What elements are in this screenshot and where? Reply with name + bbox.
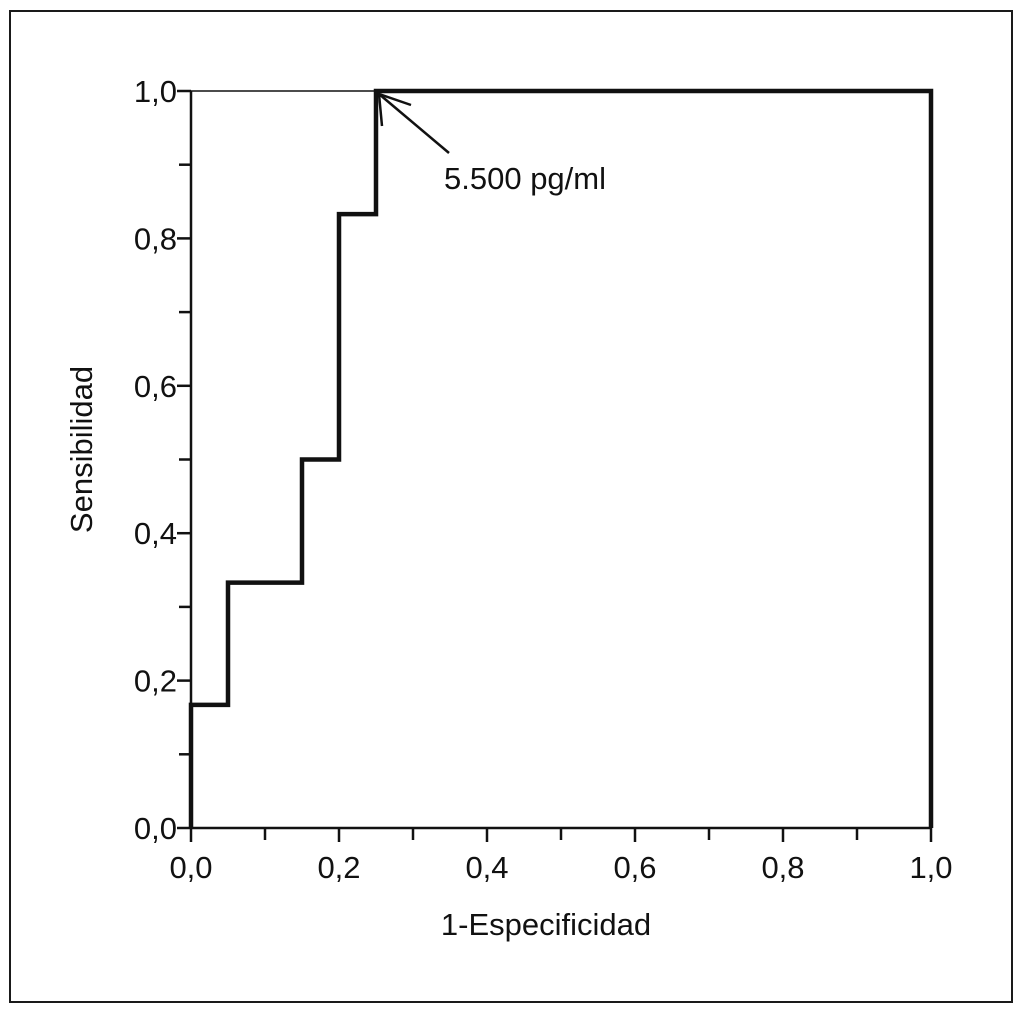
annotation-arrow-shaft [378,93,450,154]
tick-labels: 0,0 0,2 0,4 0,6 0,8 1,0 0,0 0,2 0,4 0,6 0,8 1,0 [134,74,953,885]
x-tick-label: 0,2 [317,850,360,885]
y-tick-label: 1,0 [134,74,177,109]
annotation-arrow-head [377,92,412,127]
axis-ticks [177,89,933,842]
annotation: 5.500 pg/ml [377,92,606,196]
x-tick-label: 0,8 [761,850,804,885]
x-tick-label: 1,0 [909,850,952,885]
y-axis-title: Sensibilidad [64,366,99,533]
y-tick-label: 0,6 [134,369,177,404]
x-tick-label: 0,6 [613,850,656,885]
y-tick-label: 0,0 [134,811,177,846]
x-tick-label: 0,0 [169,850,212,885]
x-tick-label: 0,4 [465,850,508,885]
y-tick-label: 0,4 [134,516,177,551]
x-axis-title: 1-Especificidad [441,907,651,942]
roc-curve [188,88,934,828]
y-tick-label: 0,8 [134,221,177,256]
annotation-label: 5.500 pg/ml [444,161,606,196]
figure-frame [9,10,1013,1003]
y-tick-label: 0,2 [134,664,177,699]
